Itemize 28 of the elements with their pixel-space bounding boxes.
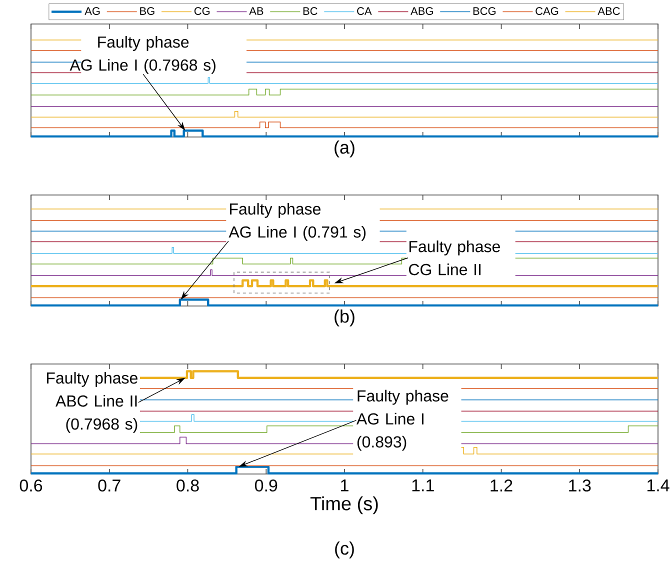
x-axis-title: Time (s) — [310, 496, 378, 514]
annotation: Faulty phase AG Line I (0.893) — [356, 390, 448, 451]
annotation: Faulty phase ABC Line II (0.7968 s) — [46, 372, 138, 433]
legend-label: AG — [84, 7, 100, 15]
text: (b) — [334, 310, 354, 326]
x-tick-label: 1.2 — [490, 480, 512, 492]
legend-label: CG — [194, 7, 210, 15]
x-tick-label: 1.4 — [647, 480, 670, 492]
legend-label: CAG — [536, 7, 558, 15]
legend-label: AB — [249, 7, 264, 15]
legend-label: CA — [357, 7, 372, 15]
annotation: Faulty phase AG Line I (0.7968 s) — [70, 36, 216, 74]
legend-label: ABC — [598, 7, 620, 15]
x-tick-label: 0.7 — [98, 480, 120, 492]
legend-label: BG — [140, 7, 154, 15]
legend-label: BC — [303, 7, 318, 15]
annotation: Faulty phase CG Line II — [409, 240, 500, 276]
x-tick-label: 1 — [341, 480, 348, 492]
legend-label: BCG — [473, 7, 496, 15]
legend-label: ABG — [410, 7, 433, 15]
x-tick-label: 1.1 — [412, 480, 434, 492]
text: (c) — [335, 542, 354, 558]
x-tick-label: 0.6 — [20, 480, 42, 492]
x-tick-label: 0.9 — [254, 480, 278, 492]
text: (a) — [334, 140, 354, 158]
annotation: Faulty phase AG Line I (0.791 s) — [228, 202, 366, 241]
x-tick-label: 0.8 — [176, 480, 199, 492]
x-tick-label: 1.3 — [569, 480, 591, 492]
